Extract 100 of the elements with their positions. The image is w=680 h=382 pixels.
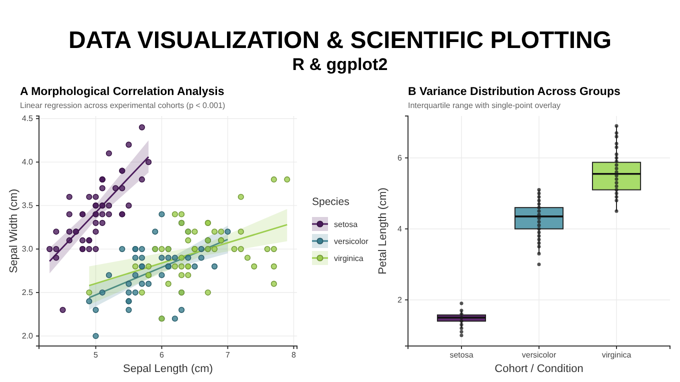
x-tick-label: 5 xyxy=(94,350,99,360)
point xyxy=(126,298,132,304)
point xyxy=(211,263,218,270)
chart-title: A Morphological Correlation Analysis xyxy=(20,86,224,98)
point xyxy=(238,194,244,200)
point xyxy=(185,263,192,270)
point xyxy=(80,246,86,252)
point xyxy=(126,142,132,148)
point xyxy=(145,280,152,287)
point xyxy=(46,246,53,252)
point xyxy=(238,228,244,235)
point xyxy=(132,246,138,252)
point xyxy=(119,211,126,218)
point xyxy=(86,298,92,304)
point xyxy=(192,228,198,235)
point xyxy=(172,263,178,270)
x-tick-label: setosa xyxy=(450,350,474,360)
point xyxy=(92,202,99,209)
y-tick-label: 4.5 xyxy=(22,114,34,124)
point xyxy=(80,211,86,218)
point xyxy=(119,185,126,192)
point xyxy=(86,289,92,296)
point xyxy=(106,272,112,278)
x-tick-label: versicolor xyxy=(522,350,556,360)
point xyxy=(86,246,92,252)
point xyxy=(238,246,244,252)
y-tick-label: 4.0 xyxy=(22,158,34,167)
point xyxy=(99,185,106,192)
y-tick-label: 6 xyxy=(398,153,403,162)
point xyxy=(204,289,211,296)
point xyxy=(270,176,277,183)
point xyxy=(185,237,192,244)
point xyxy=(165,263,172,270)
y-axis-title: Sepal Width (cm) xyxy=(8,188,20,274)
point xyxy=(132,263,138,270)
point xyxy=(172,254,178,261)
point xyxy=(211,246,218,252)
point xyxy=(158,211,165,218)
point xyxy=(172,211,178,218)
point xyxy=(138,289,145,296)
point xyxy=(264,246,270,252)
y-tick-label: 2 xyxy=(398,295,403,304)
text: R & ggplot2 xyxy=(292,55,388,74)
point xyxy=(178,306,185,313)
y-tick-label: 3.0 xyxy=(22,244,34,254)
point xyxy=(158,272,165,278)
point xyxy=(99,202,106,209)
point xyxy=(185,272,192,278)
point xyxy=(165,280,172,287)
point xyxy=(138,254,145,261)
point xyxy=(92,220,99,226)
point xyxy=(53,246,60,252)
point xyxy=(92,211,99,218)
point xyxy=(138,263,145,270)
point xyxy=(72,228,79,235)
point xyxy=(284,176,290,183)
point xyxy=(92,306,99,313)
point xyxy=(119,246,126,252)
point xyxy=(138,280,145,287)
point xyxy=(99,176,106,183)
point xyxy=(138,176,145,183)
point xyxy=(198,246,204,252)
point xyxy=(178,272,185,278)
point xyxy=(178,263,185,270)
point xyxy=(192,246,198,252)
y-axis-title: Petal Length (cm) xyxy=(377,188,389,274)
chart-subtitle: Interquartile range with single-point overlay xyxy=(408,101,561,110)
point xyxy=(92,194,99,200)
x-axis-title: Cohort / Condition xyxy=(494,363,584,375)
point xyxy=(172,316,178,322)
y-tick-label: 2.5 xyxy=(22,288,34,298)
point xyxy=(224,228,231,235)
x-axis-title: Sepal Length (cm) xyxy=(123,363,213,375)
point xyxy=(112,185,119,192)
point xyxy=(158,254,165,261)
point xyxy=(158,246,165,252)
point xyxy=(86,237,92,244)
point xyxy=(119,168,126,174)
point xyxy=(92,228,99,235)
point xyxy=(99,220,106,226)
point xyxy=(86,194,92,200)
point xyxy=(80,237,86,244)
point xyxy=(192,263,198,270)
point xyxy=(145,159,152,166)
point xyxy=(66,237,72,244)
text: DATA VISUALIZATION & SCIENTIFIC PLOTTING xyxy=(68,27,612,54)
point xyxy=(126,289,132,296)
chart-title: B Variance Distribution Across Groups xyxy=(408,86,620,98)
point xyxy=(231,246,238,252)
point xyxy=(53,228,60,235)
point xyxy=(126,280,132,287)
point xyxy=(66,211,72,218)
point xyxy=(132,272,138,278)
point xyxy=(106,202,112,209)
legend-label: versicolor xyxy=(334,237,369,246)
point xyxy=(185,254,192,261)
point xyxy=(66,228,72,235)
point xyxy=(132,254,138,261)
point xyxy=(244,254,251,261)
point xyxy=(92,332,99,340)
